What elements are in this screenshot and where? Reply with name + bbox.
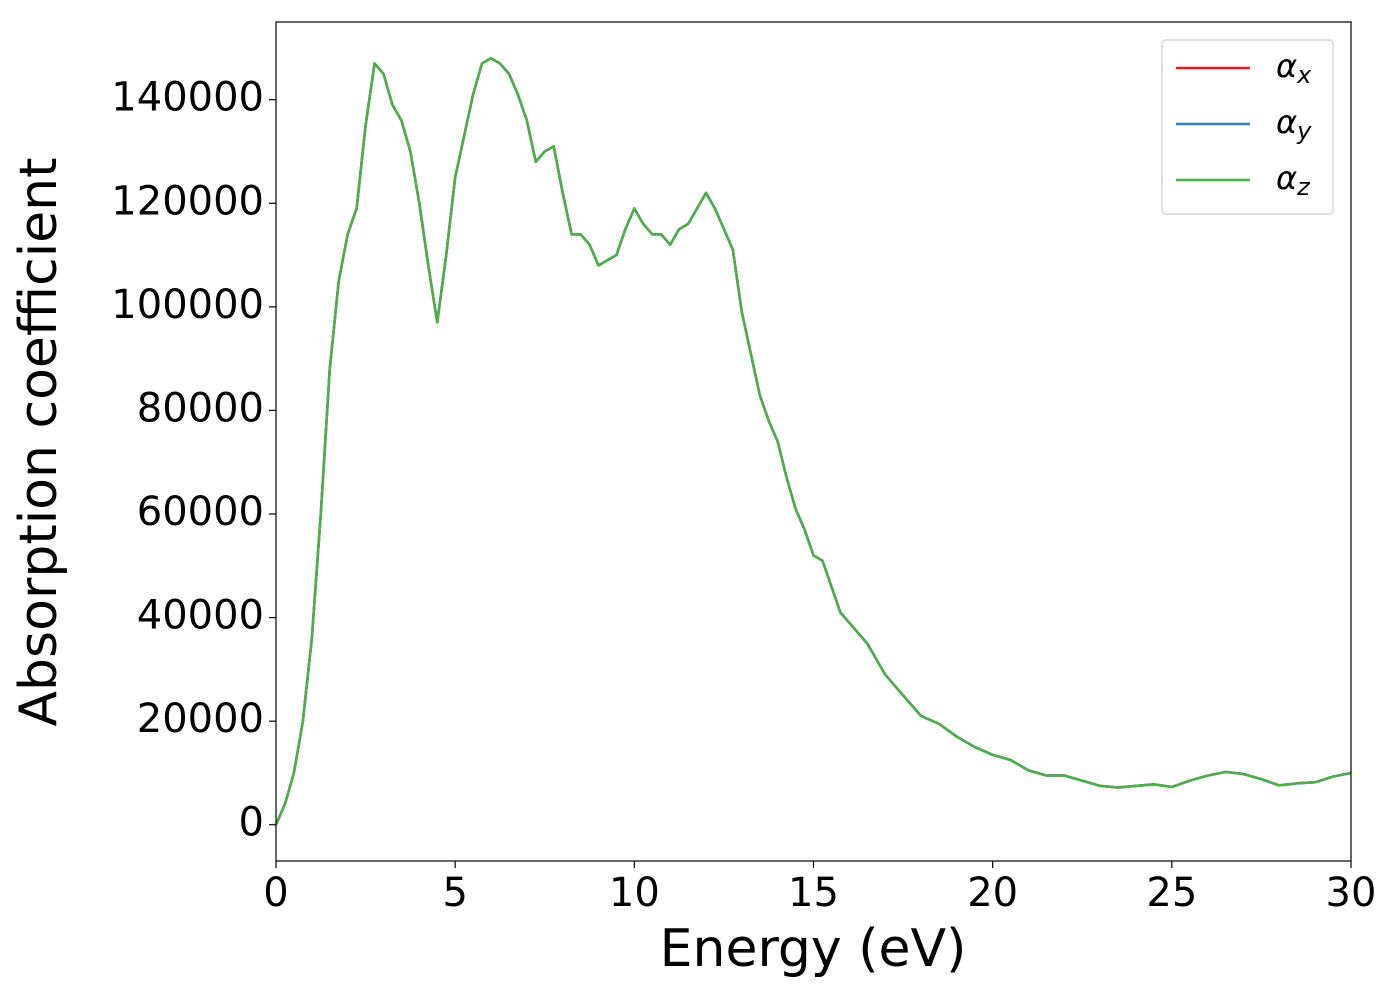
x-tick-label: 15 [788, 870, 839, 916]
legend-box [1161, 39, 1334, 215]
y-tick-label: 40000 [137, 593, 264, 639]
x-tick-label: 10 [609, 870, 660, 916]
y-axis-label: Absorption coefficient [9, 157, 69, 726]
x-axis-label: Energy (eV) [660, 919, 967, 979]
x-tick-label: 30 [1326, 870, 1377, 916]
legend-subscript: y [1296, 117, 1312, 145]
x-tick-label: 5 [442, 870, 467, 916]
series-line [276, 57, 1351, 826]
x-tick-label: 0 [263, 870, 288, 916]
y-tick-label: 0 [239, 800, 264, 846]
y-tick-label: 100000 [111, 282, 264, 328]
legend-subscript: z [1296, 173, 1311, 201]
x-tick-label: 20 [967, 870, 1018, 916]
y-tick-label: 140000 [111, 75, 264, 121]
y-tick-label: 120000 [111, 178, 264, 224]
legend-label: αy [1276, 103, 1312, 145]
y-tick-label: 20000 [137, 696, 264, 742]
plot-frame [275, 21, 1352, 862]
x-tick-label: 25 [1146, 870, 1197, 916]
legend-subscript: x [1296, 61, 1312, 89]
y-tick-label: 80000 [137, 385, 264, 431]
y-tick-label: 60000 [137, 489, 264, 535]
